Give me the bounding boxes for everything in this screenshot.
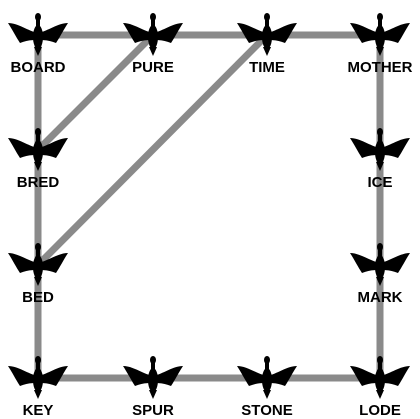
node-label-board: BOARD	[11, 59, 66, 76]
edges-layer	[34, 31, 384, 382]
node-label-lode: LODE	[359, 402, 401, 419]
bird-silhouette-icon	[237, 356, 297, 399]
node-label-mother: MOTHER	[348, 59, 413, 76]
node-mark: MARK	[350, 243, 410, 306]
node-label-bred: BRED	[17, 174, 60, 191]
bird-silhouette-icon	[350, 13, 410, 56]
nodes-layer: BOARD PURE TIME MOTHER BRED ICE BED MARK KEY SPUR…	[8, 13, 413, 419]
bird-silhouette-icon	[350, 356, 410, 399]
node-label-stone: STONE	[241, 402, 292, 419]
node-bred: BRED	[8, 128, 68, 191]
bird-silhouette-icon	[123, 13, 183, 56]
node-label-time: TIME	[249, 59, 285, 76]
bird-silhouette-icon	[8, 13, 68, 56]
node-label-pure: PURE	[132, 59, 174, 76]
node-label-mark: MARK	[358, 289, 403, 306]
node-key: KEY	[8, 356, 68, 419]
bird-silhouette-icon	[350, 243, 410, 286]
node-ice: ICE	[350, 128, 410, 191]
node-label-spur: SPUR	[132, 402, 174, 419]
node-time: TIME	[237, 13, 297, 76]
bird-silhouette-icon	[350, 128, 410, 171]
node-label-key: KEY	[23, 402, 54, 419]
node-bed: BED	[8, 243, 68, 306]
bird-silhouette-icon	[123, 356, 183, 399]
node-board: BOARD	[8, 13, 68, 76]
node-mother: MOTHER	[348, 13, 413, 76]
edge-bed-time	[35, 32, 270, 268]
node-lode: LODE	[350, 356, 410, 419]
node-pure: PURE	[123, 13, 183, 76]
bird-silhouette-icon	[8, 128, 68, 171]
node-spur: SPUR	[123, 356, 183, 419]
bird-silhouette-icon	[8, 356, 68, 399]
node-label-bed: BED	[22, 289, 54, 306]
node-stone: STONE	[237, 356, 297, 419]
bird-silhouette-icon	[237, 13, 297, 56]
bird-silhouette-icon	[8, 243, 68, 286]
node-label-ice: ICE	[367, 174, 392, 191]
edge-bred-pure	[35, 32, 156, 153]
